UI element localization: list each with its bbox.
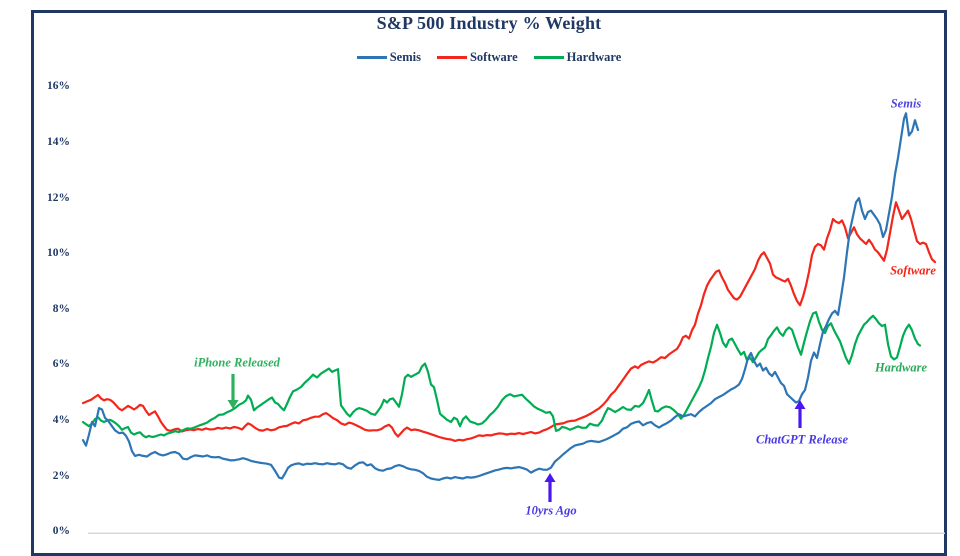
legend-item-hardware: Hardware xyxy=(533,50,622,65)
y-tick-label-14: 14% xyxy=(47,135,70,148)
legend-label: Software xyxy=(469,50,518,64)
plot-area xyxy=(81,112,945,534)
y-tick-label-10: 10% xyxy=(47,247,70,260)
annotation-chatgpt-release: ChatGPT Release xyxy=(755,432,849,447)
annotation-10yrs-ago: 10yrs Ago xyxy=(525,503,577,518)
y-tick-label-6: 6% xyxy=(52,358,70,371)
y-tick-label-2: 2% xyxy=(52,469,70,482)
legend-label: Semis xyxy=(389,50,421,64)
y-tick-label-8: 8% xyxy=(52,302,70,315)
legend-swatch-semis xyxy=(356,56,387,59)
y-tick-label-16: 16% xyxy=(47,80,70,93)
legend-swatch-hardware xyxy=(533,56,564,59)
series-end-label-software: Software xyxy=(890,263,936,278)
chart-title: S&P 500 Industry % Weight xyxy=(376,13,602,33)
y-tick-label-0: 0% xyxy=(52,525,70,538)
software-line xyxy=(81,201,937,442)
annotation-arrow-head xyxy=(794,400,806,409)
legend-swatch-software xyxy=(436,56,467,59)
annotation-arrow-head xyxy=(544,473,556,482)
series-end-label-hardware: Hardware xyxy=(874,360,928,375)
legend-item-semis: Semis xyxy=(356,50,421,65)
hardware-line xyxy=(81,311,922,439)
annotation-arrow-head xyxy=(227,400,239,409)
y-tick-label-4: 4% xyxy=(52,414,70,426)
legend-label: Hardware xyxy=(566,50,622,64)
semis-line xyxy=(81,112,920,481)
legend-item-software: Software xyxy=(436,50,518,65)
annotation-iphone-released: iPhone Released xyxy=(194,355,280,370)
y-tick-label-12: 12% xyxy=(47,191,70,204)
series-end-label-semis: Semis xyxy=(890,96,922,111)
legend: Semis Software Hardware xyxy=(31,50,947,65)
